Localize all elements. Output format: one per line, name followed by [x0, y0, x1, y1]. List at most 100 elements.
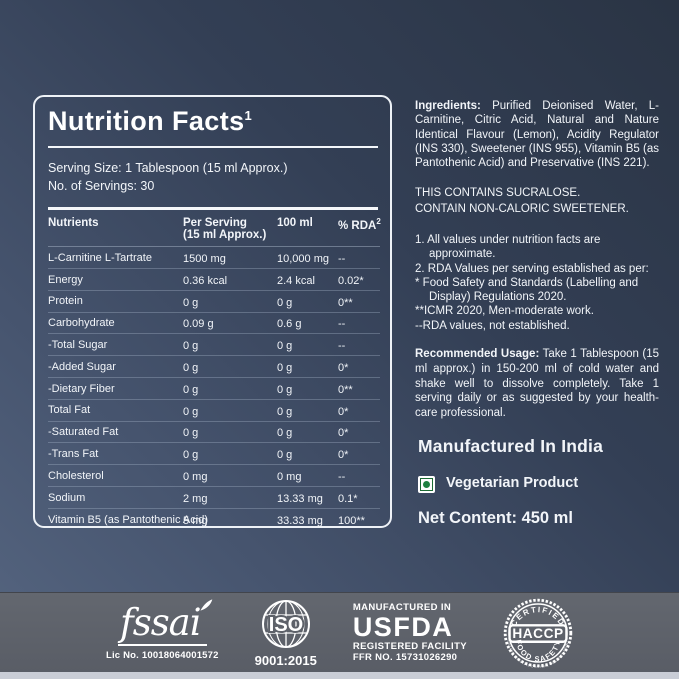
value-rda: 0** [338, 290, 380, 313]
info-column: Ingredients: Purified Deionised Water, L… [415, 99, 659, 528]
ingredients-paragraph: Ingredients: Purified Deionised Water, L… [415, 99, 659, 170]
haccp-seal: CERTIFIED HACCP FOOD SAFETY HAZARD ANALY… [503, 598, 573, 668]
recommended-usage-label: Recommended Usage: [415, 348, 540, 361]
servings-count: No. of Servings: 30 [48, 179, 155, 194]
value-per-100ml: 2.4 kcal [277, 268, 338, 291]
certifications-bar: fssai Lic No. 10018064001572 ISO 9001:20… [0, 592, 679, 672]
value-per-serving: 0 g [183, 290, 277, 313]
net-content: Net Content: 450 ml [418, 509, 573, 527]
value-per-100ml: 13.33 mg [277, 486, 338, 509]
leaf-icon [199, 599, 212, 611]
fssai-license-number: Lic No. 10018064001572 [105, 650, 219, 661]
footnote: --RDA values, not established. [415, 319, 570, 332]
value-rda: -- [338, 246, 380, 270]
header-rda-footnote-marker: 2 [376, 217, 381, 227]
manufactured-in-india: Manufactured In India [418, 436, 604, 457]
footnotes: 1. All values under nutrition facts are … [415, 234, 659, 333]
iso-cert-number: 9001:2015 [254, 653, 317, 668]
nutrient-name: Vitamin B5 (as Pantothenic Acid) [48, 513, 208, 526]
value-per-serving: 0.36 kcal [183, 268, 277, 291]
recommended-usage-text: Take 1 Tablespoon (15 ml approx.) in 150… [415, 348, 660, 419]
value-rda: 0.1* [338, 486, 380, 509]
value-per-100ml: 0 mg [277, 464, 338, 488]
footnote: 2. RDA Values per serving established as… [415, 262, 649, 275]
panel-title-footnote-marker: 1 [244, 108, 253, 123]
value-per-serving: 5 mg [183, 515, 208, 528]
nutrient-name: L-Carnitine L-Tartrate [48, 246, 183, 270]
value-rda: 0* [338, 421, 380, 444]
value-rda: 0* [338, 355, 380, 379]
vegetarian-mark-icon [418, 475, 435, 493]
table-row: Sodium 2 mg 13.33 mg 0.1* [48, 486, 380, 509]
title-divider [48, 146, 378, 148]
value-per-serving: 0 g [183, 442, 277, 466]
table-header-row: Nutrients Per Serving (15 ml Approx.) 100… [48, 210, 381, 248]
usfda-manufactured-in: MANUFACTURED IN [352, 601, 452, 613]
value-per-100ml: 0.6 g [277, 312, 338, 335]
value-rda: 0* [338, 442, 380, 466]
usfda-block: MANUFACTURED IN USFDA REGISTERED FACILIT… [353, 602, 467, 663]
nutrition-table: Nutrients Per Serving (15 ml Approx.) 100… [48, 210, 381, 530]
value-rda: 0** [338, 377, 380, 400]
header-per-serving-line1: Per Serving [183, 217, 247, 230]
header-nutrients: Nutrients [48, 210, 183, 248]
haccp-text: HACCP [512, 625, 563, 640]
usfda-registered-facility: REGISTERED FACILITY [352, 641, 468, 653]
non-caloric-sweetener-line: CONTAIN NON-CALORIC SWEETENER. [415, 203, 629, 216]
value-per-100ml: 0 g [277, 355, 338, 379]
iso-logo: ISO 9001:2015 [255, 597, 317, 668]
value-rda: 0* [338, 399, 380, 422]
nutrient-name: Sodium [48, 486, 183, 509]
nutrient-name: -Saturated Fat [48, 421, 183, 444]
usfda-ffr-number: FFR NO. 15731026290 [352, 652, 458, 664]
value-per-serving: 0 g [183, 399, 277, 422]
fssai-wordmark: fssai [118, 599, 212, 646]
nutrient-name: Total Fat [48, 399, 183, 422]
value-per-100ml: 0 g [277, 421, 338, 444]
table-row: Cholesterol 0 mg 0 mg -- [48, 464, 380, 488]
nutrient-name: Energy [48, 268, 183, 291]
panel-title: Nutrition Facts1 [48, 106, 378, 137]
ingredients-text: Purified Deionised Water, L-Carnitine, C… [415, 100, 659, 169]
table-row: Energy 0.36 kcal 2.4 kcal 0.02* [48, 268, 380, 291]
value-per-serving: 2 mg [183, 486, 277, 509]
table-row: Vitamin B5 (as Pantothenic Acid) 5 mg 33.3… [48, 508, 380, 530]
value-per-serving: 0.09 g [183, 312, 277, 335]
value-per-100ml: 10,000 mg [277, 246, 338, 270]
value-rda: -- [338, 464, 380, 488]
nutrient-name: -Dietary Fiber [48, 377, 183, 400]
panel-title-text: Nutrition Facts [48, 106, 245, 136]
nutrient-name: -Trans Fat [48, 442, 183, 466]
nutrient-name: Cholesterol [48, 464, 183, 488]
recommended-usage-paragraph: Recommended Usage: Take 1 Tablespoon (15… [415, 347, 659, 420]
haccp-seal-icon: CERTIFIED HACCP FOOD SAFETY HAZARD ANALY… [503, 598, 573, 668]
value-per-serving: 0 g [183, 333, 277, 357]
table-row: Carbohydrate 0.09 g 0.6 g -- [48, 312, 380, 335]
nutrient-name: -Total Sugar [48, 333, 183, 357]
value-rda: -- [338, 333, 380, 357]
ingredients-label: Ingredients: [415, 100, 481, 112]
value-per-serving: 1500 mg [183, 246, 277, 270]
header-rda-text: % RDA [338, 220, 377, 233]
header-per-serving-line2: (15 ml Approx.) [183, 229, 267, 242]
table-row: L-Carnitine L-Tartrate 1500 mg 10,000 mg -- [48, 246, 380, 270]
value-per-serving: 0 g [183, 377, 277, 400]
value-per-100ml: 33.33 mg [277, 515, 323, 528]
usfda-text: USFDA [352, 611, 454, 642]
vegetarian-label: Vegetarian Product [446, 475, 579, 492]
header-per-serving: Per Serving (15 ml Approx.) [183, 210, 277, 248]
nutrient-name: Carbohydrate [48, 312, 183, 335]
footnote: 1. All values under nutrition facts are … [415, 234, 601, 260]
value-rda: -- [338, 312, 380, 335]
nutrient-name: -Added Sugar [48, 355, 183, 379]
value-per-100ml: 0 g [277, 377, 338, 400]
table-top-rule [48, 207, 378, 211]
vegetarian-row: Vegetarian Product [418, 475, 659, 493]
